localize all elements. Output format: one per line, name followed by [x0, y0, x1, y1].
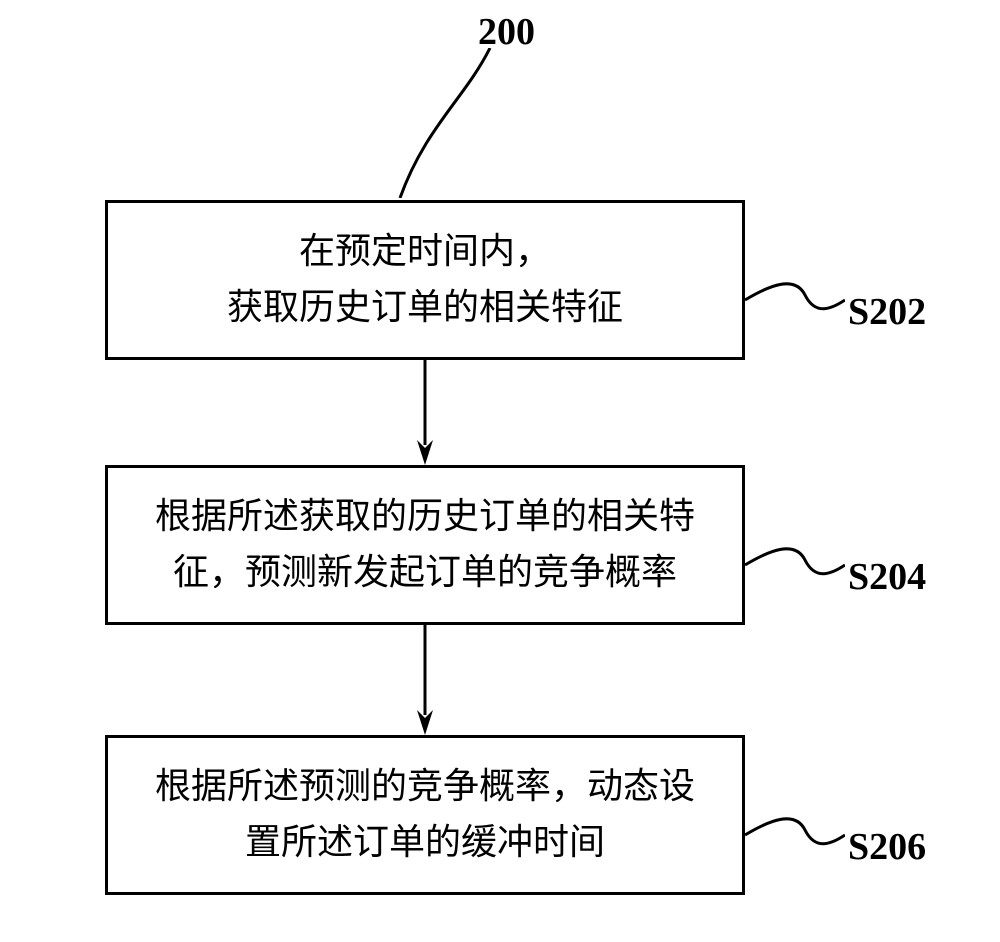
- connector-s204: [745, 545, 845, 585]
- connector-s202: [745, 280, 845, 320]
- step-s204-line2: 征，预测新发起订单的竞争概率: [173, 545, 677, 601]
- connector-s206: [745, 815, 845, 855]
- step-label-s206: S206: [848, 825, 926, 869]
- figure-number-leader: [395, 48, 515, 198]
- step-label-s204: S204: [848, 555, 926, 599]
- arrow-s204-to-s206: [415, 625, 435, 735]
- arrow-s202-to-s204: [415, 360, 435, 465]
- step-box-s206: 根据所述预测的竞争概率，动态设 置所述订单的缓冲时间: [105, 735, 745, 895]
- step-s202-line2: 获取历史订单的相关特征: [227, 280, 623, 336]
- step-s202-line1: 在预定时间内，: [299, 224, 551, 280]
- step-box-s202: 在预定时间内， 获取历史订单的相关特征: [105, 200, 745, 360]
- step-s204-line1: 根据所述获取的历史订单的相关特: [155, 489, 695, 545]
- step-box-s204: 根据所述获取的历史订单的相关特 征，预测新发起订单的竞争概率: [105, 465, 745, 625]
- flowchart-container: 200 在预定时间内， 获取历史订单的相关特征 S202 根据所述获取的历史订单…: [0, 0, 1000, 942]
- step-label-s202: S202: [848, 290, 926, 334]
- step-s206-line2: 置所述订单的缓冲时间: [245, 815, 605, 871]
- step-s206-line1: 根据所述预测的竞争概率，动态设: [155, 759, 695, 815]
